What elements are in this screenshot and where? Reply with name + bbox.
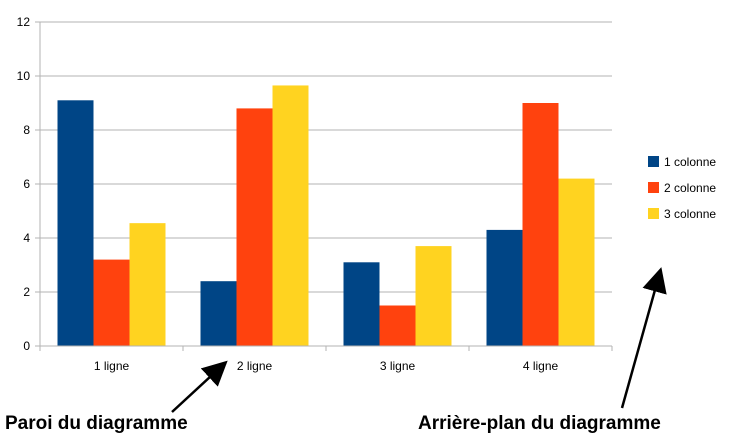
legend-swatch-3 [648,208,659,219]
x-tick-label: 1 ligne [94,359,130,373]
bar-2-4 [522,103,559,346]
bar-2-1 [93,259,130,346]
legend: 1 colonne 2 colonne 3 colonne [648,155,716,221]
x-axis-ticks: 1 ligne 2 ligne 3 ligne 4 ligne [39,346,613,373]
legend-swatch-1 [648,156,659,167]
bar-3-1 [129,223,166,346]
background-annotation: Arrière-plan du diagramme [418,413,661,434]
y-tick-label: 6 [23,177,30,191]
x-tick-label: 2 ligne [237,359,273,373]
y-tick-label: 4 [23,231,30,245]
legend-swatch-2 [648,182,659,193]
bar-1-1 [57,100,94,346]
y-tick-label: 0 [23,339,30,353]
legend-label-3: 3 colonne [664,207,716,221]
x-tick-label: 3 ligne [380,359,416,373]
bar-2-2 [236,108,273,347]
bar-3-2 [272,85,309,346]
bar-1-3 [343,262,380,346]
legend-label-2: 2 colonne [664,181,716,195]
y-axis-ticks: 0 2 4 6 8 10 12 [17,15,40,353]
y-tick-label: 2 [23,285,30,299]
wall-annotation: Paroi du diagramme [5,413,188,434]
x-tick-label: 4 ligne [523,359,559,373]
bar-2-3 [379,305,416,346]
bars [57,85,595,347]
legend-label-1: 1 colonne [664,155,716,169]
y-tick-label: 8 [23,123,30,137]
bar-1-4 [486,229,523,346]
wall-arrow [171,360,228,413]
background-arrow [620,267,667,409]
bar-3-4 [558,178,595,346]
bar-1-2 [200,281,237,346]
y-tick-label: 10 [17,69,31,83]
y-tick-label: 12 [17,15,31,29]
bar-3-3 [415,246,452,346]
